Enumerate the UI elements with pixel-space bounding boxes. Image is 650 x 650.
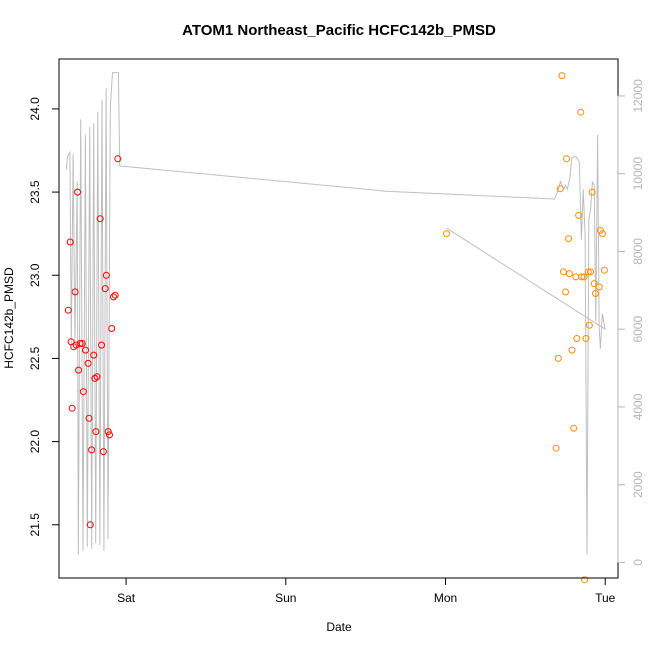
series-1-point-19 <box>91 374 99 382</box>
points-layer <box>64 72 608 584</box>
series-1-point-14 <box>84 359 92 367</box>
series-2-point-21 <box>584 268 592 276</box>
series-1-point-8 <box>74 188 81 196</box>
y-tick-label-1: 21.5 <box>28 513 42 537</box>
series-1-point-11 <box>78 340 86 347</box>
series-1-point-15 <box>85 414 93 422</box>
y-tick-label-2: 22.0 <box>28 430 42 454</box>
y-tick-label-5: 23.5 <box>28 180 42 204</box>
series-1-point-24 <box>99 448 107 456</box>
series-1-point-22 <box>96 215 104 223</box>
series-2-point-15 <box>575 211 583 219</box>
series-1-point-21 <box>93 373 101 381</box>
x-tick-label-1: Sat <box>117 591 136 605</box>
y-axis-right: 0 2000 4000 6000 8000 10000 12000 <box>617 79 645 566</box>
series-2-point-14 <box>573 335 581 342</box>
series-2-point-12 <box>570 424 578 432</box>
series-2-point-18 <box>580 273 588 281</box>
series-1-point-30 <box>110 293 117 301</box>
series-2-point-22 <box>585 321 593 329</box>
series-1-point-4 <box>68 404 76 412</box>
series-2-point-27 <box>595 283 603 291</box>
series-2-point-28 <box>596 226 604 234</box>
series-1-point-6 <box>71 288 79 296</box>
series-1-point-18 <box>90 351 98 359</box>
series-1-point-27 <box>104 428 112 436</box>
series-2-point-4 <box>556 185 564 193</box>
series-2-point-10 <box>565 270 573 278</box>
series-1-point-17 <box>88 446 96 454</box>
series-2-point-7 <box>562 288 569 296</box>
series-1-point-32 <box>114 155 122 163</box>
series-2-point-16 <box>577 108 585 116</box>
series-1-point-2 <box>66 238 74 246</box>
y2-tick-label-6: 10000 <box>631 157 645 191</box>
y2-tick-label-2: 2000 <box>631 471 645 498</box>
series-2-point-19 <box>581 576 589 584</box>
series-2-point-24 <box>588 188 596 196</box>
y2-tick-label-5: 8000 <box>631 238 645 265</box>
series-2-point-2 <box>552 444 560 452</box>
series-1-point-9 <box>75 366 83 374</box>
series-2-point-6 <box>559 268 567 276</box>
series-1-point-10 <box>76 340 84 347</box>
y-tick-label-3: 22.5 <box>28 346 42 370</box>
series-1-point-31 <box>111 291 119 299</box>
y2-tick-label-7: 12000 <box>631 79 645 113</box>
x-tick-label-2: Sun <box>275 591 296 605</box>
series-2-point-13 <box>572 273 580 281</box>
series-1-point-25 <box>101 285 109 293</box>
series-2-point-8 <box>563 155 571 163</box>
series-2-point-30 <box>600 266 608 274</box>
y2-tick-label-3: 4000 <box>631 393 645 420</box>
series-1-point-23 <box>98 341 105 349</box>
chart-title: ATOM1 Northeast_Pacific HCFC142b_PMSD <box>182 22 496 39</box>
x-axis-label: Date <box>326 620 352 634</box>
series-1-point-26 <box>102 271 110 279</box>
series-2-point-26 <box>592 290 599 297</box>
series-2-point-1 <box>443 230 450 238</box>
y-tick-label-4: 23.0 <box>28 263 42 287</box>
series-1-point-1 <box>64 306 72 314</box>
series-2-point-11 <box>568 346 576 354</box>
altitude-layer <box>65 72 606 555</box>
series-2-point-17 <box>578 273 586 281</box>
x-tick-label-3: Mon <box>434 591 457 605</box>
y-axis-label: HCFC142b_PMSD <box>2 267 16 369</box>
plot-frame <box>58 58 619 579</box>
series-2-point-29 <box>599 230 606 238</box>
series-2-point-9 <box>565 235 573 243</box>
series-2-point-20 <box>582 335 590 342</box>
series-1-point-12 <box>79 388 87 396</box>
series-1-point-13 <box>82 346 89 354</box>
series-2-point-5 <box>558 72 566 80</box>
series-1-point-16 <box>86 521 94 529</box>
series-2-point-3 <box>554 354 562 362</box>
y-axis-left: 21.5 22.0 22.5 23.0 23.5 24.0 <box>28 97 60 537</box>
series-2-point-25 <box>590 280 598 288</box>
y2-tick-label-1: 0 <box>631 559 645 566</box>
series-1-point-20 <box>92 428 100 436</box>
series-1-point-29 <box>108 325 116 332</box>
x-axis: Sat Sun Mon Tue <box>117 577 616 605</box>
y-tick-label-6: 24.0 <box>28 97 42 121</box>
series-2-point-23 <box>587 268 594 276</box>
altitude-line <box>65 72 606 555</box>
x-tick-label-4: Tue <box>595 591 616 605</box>
series-1-point-28 <box>106 431 113 439</box>
y2-tick-label-4: 6000 <box>631 316 645 343</box>
